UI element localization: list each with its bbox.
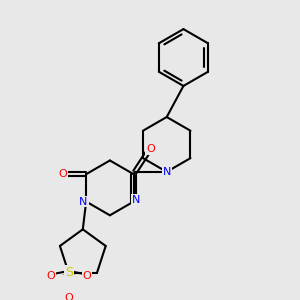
Text: S: S — [65, 266, 73, 279]
Text: N: N — [79, 196, 88, 207]
Text: O: O — [46, 271, 55, 281]
Text: N: N — [132, 195, 140, 205]
Text: O: O — [146, 144, 155, 154]
Text: O: O — [64, 293, 73, 300]
Text: O: O — [58, 169, 67, 179]
Text: N: N — [163, 167, 171, 177]
Text: O: O — [83, 271, 92, 281]
